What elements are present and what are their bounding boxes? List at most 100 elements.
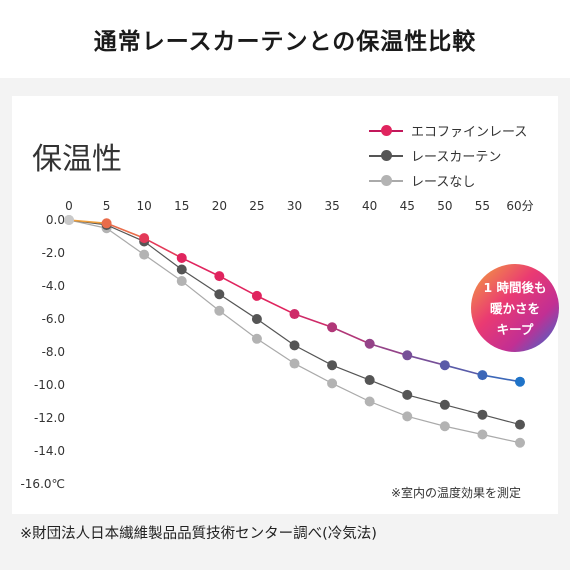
- y-tick-label: -12.0: [34, 411, 65, 425]
- x-tick-label: 45: [400, 199, 415, 213]
- x-tick-label: 15: [174, 199, 189, 213]
- x-tick-label: 55: [475, 199, 490, 213]
- series-line-segment: [256, 318, 295, 346]
- series-line-segment: [331, 364, 370, 381]
- y-tick-label: -2.0: [42, 246, 65, 260]
- series-line-segment: [407, 354, 446, 366]
- data-point: [515, 437, 525, 448]
- data-point: [402, 411, 413, 422]
- x-tick-label: 30: [287, 199, 302, 213]
- series-line-segment: [256, 338, 295, 365]
- data-point: [364, 338, 375, 349]
- page-title: 通常レースカーテンとの保温性比較: [93, 29, 477, 55]
- series-line-segment: [181, 257, 220, 277]
- x-tick-label: 10: [137, 199, 152, 213]
- data-point: [439, 399, 450, 410]
- x-tick-label: 25: [249, 199, 264, 213]
- y-tick-label: -16.0℃: [20, 477, 65, 491]
- y-tick-label: -8.0: [42, 345, 65, 359]
- data-point: [327, 378, 338, 389]
- keep-warm-badge: 1 時間後も 暖かさを キープ: [471, 264, 559, 352]
- series-line-segment: [482, 433, 521, 444]
- series-line-segment: [218, 275, 258, 297]
- series-line-segment: [68, 219, 107, 225]
- series-line-segment: [369, 379, 408, 396]
- data-point: [327, 322, 338, 333]
- badge-line-1: 1 時間後も: [483, 279, 547, 295]
- legend-swatch-none: [369, 175, 403, 186]
- series-line-segment: [482, 374, 521, 383]
- chart-panel: 保温性 0 5 10 15 20 25 30 35 40 45 50 55 60分 0.0 -2.0 -4.0…: [12, 96, 559, 514]
- series-line-segment: [407, 394, 445, 406]
- data-point: [139, 249, 150, 260]
- data-point: [364, 375, 375, 386]
- measurement-note: ※室内の温度効果を測定: [391, 486, 522, 500]
- data-point: [402, 350, 413, 361]
- y-tick-label: -10.0: [34, 378, 65, 392]
- badge-line-2: 暖かさを: [489, 300, 540, 316]
- line-chart: 0 5 10 15 20 25 30 35 40 45 50 55 60分 0.0 -2.0 -4.0 -6.0…: [20, 199, 533, 491]
- legend-swatch-standard: [369, 150, 403, 161]
- data-point: [214, 289, 225, 300]
- data-point: [289, 309, 300, 320]
- series-line-segment: [331, 326, 370, 345]
- series-line-segment: [369, 342, 408, 357]
- data-point: [327, 360, 338, 371]
- data-point: [402, 389, 413, 400]
- series-line-segment: [444, 364, 483, 376]
- series-line-segment: [181, 268, 220, 295]
- data-point: [101, 218, 112, 229]
- legend-label-standard: レースカーテン: [411, 150, 502, 165]
- data-point: [214, 271, 225, 282]
- y-tick-label: -4.0: [42, 279, 65, 293]
- data-point: [477, 429, 488, 440]
- data-point: [251, 290, 262, 301]
- series-line-segment: [294, 344, 333, 366]
- data-point: [251, 314, 262, 324]
- series-line-segment: [482, 414, 521, 426]
- series-line-segment: [331, 382, 370, 403]
- series-line-segment: [181, 280, 220, 312]
- series-line-segment: [407, 415, 445, 427]
- y-tick-label: 0.0: [46, 213, 65, 227]
- legend-item-none: レースなし: [369, 168, 527, 193]
- data-point: [439, 421, 450, 432]
- y-tick-label: -6.0: [42, 312, 65, 326]
- series-line-segment: [106, 222, 145, 239]
- data-point: [477, 409, 488, 420]
- x-tick-label: 5: [103, 199, 111, 213]
- x-tick-label: 0: [65, 199, 73, 213]
- x-tick-label: 50: [437, 199, 452, 213]
- data-point: [289, 340, 300, 351]
- series-line-segment: [294, 363, 333, 384]
- y-tick-label: -14.0: [34, 444, 65, 458]
- data-point: [64, 215, 74, 225]
- data-point: [515, 376, 525, 387]
- legend-swatch-eco: [369, 125, 403, 136]
- data-point: [364, 396, 375, 407]
- source-footnote: ※財団法人日本繊維製品品質技術センター調べ(冷気法): [20, 526, 377, 542]
- legend-label-none: レースなし: [411, 175, 476, 190]
- series-line-segment: [444, 425, 483, 436]
- badge-line-3: キープ: [496, 321, 534, 337]
- page-header: 通常レースカーテンとの保温性比較: [0, 0, 570, 78]
- x-tick-label: 40: [362, 199, 377, 213]
- data-point: [515, 419, 525, 430]
- series-line-segment: [218, 310, 258, 340]
- x-tick-label: 35: [324, 199, 339, 213]
- series-line-segment: [106, 227, 145, 256]
- data-point: [251, 333, 262, 344]
- data-point: [439, 360, 450, 371]
- legend-label-eco: エコファインレース: [411, 125, 528, 140]
- series-line-segment: [219, 293, 258, 320]
- series-line-segment: [143, 237, 183, 259]
- legend-item-eco: エコファインレース: [369, 118, 527, 143]
- chart-title: 保温性: [32, 142, 122, 177]
- series-line-segment: [444, 404, 483, 416]
- data-point: [176, 276, 187, 287]
- series-line-segment: [106, 224, 145, 242]
- data-point: [477, 370, 488, 381]
- series-line-segment: [294, 313, 333, 329]
- data-point: [289, 358, 300, 369]
- data-point: [176, 252, 187, 263]
